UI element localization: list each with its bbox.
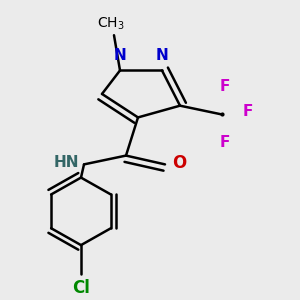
Text: F: F (243, 104, 254, 119)
Text: O: O (172, 154, 187, 172)
Text: HN: HN (54, 155, 80, 170)
Text: N: N (114, 48, 126, 63)
Text: F: F (220, 135, 230, 150)
Text: CH$_3$: CH$_3$ (97, 16, 125, 32)
Text: N: N (156, 48, 168, 63)
Text: F: F (220, 79, 230, 94)
Text: Cl: Cl (72, 279, 90, 297)
